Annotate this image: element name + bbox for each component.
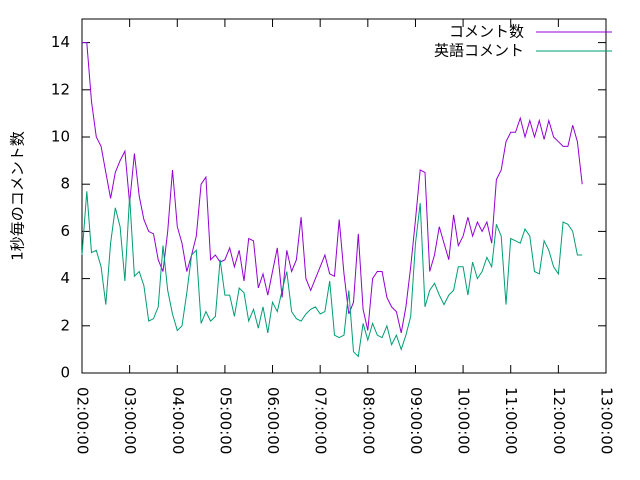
x-tick-label: 03:00:00 [121, 387, 139, 454]
x-tick-label: 09:00:00 [407, 387, 425, 454]
x-tick-label: 10:00:00 [455, 387, 473, 454]
series-line [81, 191, 583, 358]
plot-border [81, 18, 607, 374]
x-tick-label: 02:00:00 [74, 387, 92, 454]
x-tick-label: 07:00:00 [312, 387, 330, 454]
y-tick-label: 8 [60, 175, 70, 193]
x-tick-label: 04:00:00 [169, 387, 187, 454]
y-tick-label: 10 [51, 128, 70, 146]
y-tick-label: 0 [60, 364, 70, 382]
series-line [82, 42, 583, 334]
y-tick-label: 2 [60, 316, 70, 334]
legend-label: 英語コメント [434, 42, 524, 60]
y-axis-label: 1秒毎のコメント数 [9, 131, 27, 261]
y-tick-label: 12 [51, 80, 70, 98]
y-tick-label: 6 [60, 222, 70, 240]
y-tick-label: 14 [51, 33, 70, 51]
x-tick-label: 05:00:00 [216, 387, 234, 454]
x-tick-label: 12:00:00 [550, 387, 568, 454]
x-tick-label: 13:00:00 [598, 387, 616, 454]
x-tick-label: 11:00:00 [502, 387, 520, 454]
legend-label: コメント数 [449, 23, 524, 41]
y-tick-label: 4 [60, 269, 70, 287]
x-tick-label: 06:00:00 [264, 387, 282, 454]
x-tick-label: 08:00:00 [359, 387, 377, 454]
